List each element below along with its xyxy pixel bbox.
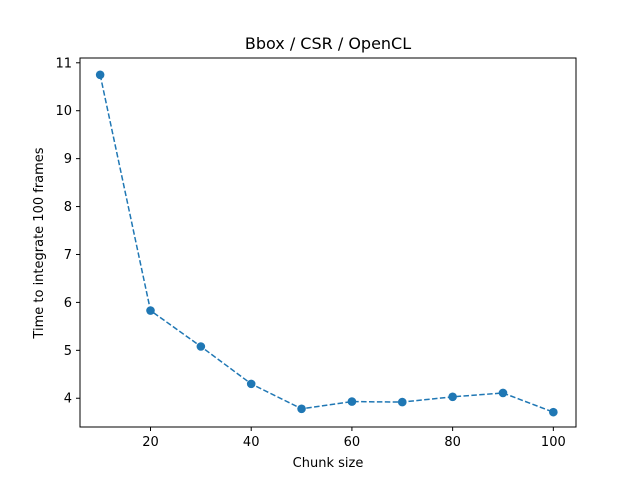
data-point xyxy=(146,306,155,315)
y-tick-label: 6 xyxy=(64,296,72,311)
ticks-layer: 20 40 60 80 100 4 5 6 7 8 9 10 11 xyxy=(55,56,565,450)
y-tick-label: 9 xyxy=(64,152,72,167)
plot-frame xyxy=(79,57,577,428)
x-tick-label: 80 xyxy=(444,435,461,450)
series-layer xyxy=(95,70,558,417)
y-tick-label: 5 xyxy=(64,344,72,359)
data-point xyxy=(347,397,357,406)
data-point xyxy=(549,407,558,417)
x-axis-label: Chunk size xyxy=(293,456,364,471)
data-point xyxy=(297,404,306,414)
data-point xyxy=(95,70,105,80)
y-tick-label: 4 xyxy=(64,392,72,407)
y-tick-label: 11 xyxy=(55,56,72,71)
x-tick-label: 60 xyxy=(344,435,361,450)
data-point xyxy=(397,397,407,407)
x-tick-label: 20 xyxy=(142,435,159,450)
data-point xyxy=(498,388,508,398)
y-axis-label: Time to integrate 100 frames xyxy=(32,147,47,339)
y-tick-label: 8 xyxy=(64,200,72,215)
data-point xyxy=(246,379,256,389)
data-point xyxy=(448,392,457,402)
series-line xyxy=(99,74,554,413)
data-point xyxy=(196,342,206,351)
y-tick-label: 7 xyxy=(64,248,72,263)
y-tick-label: 10 xyxy=(55,104,72,119)
x-tick-label: 100 xyxy=(541,435,566,450)
x-tick-label: 40 xyxy=(243,435,260,450)
chart-title: Bbox / CSR / OpenCL xyxy=(245,34,411,53)
